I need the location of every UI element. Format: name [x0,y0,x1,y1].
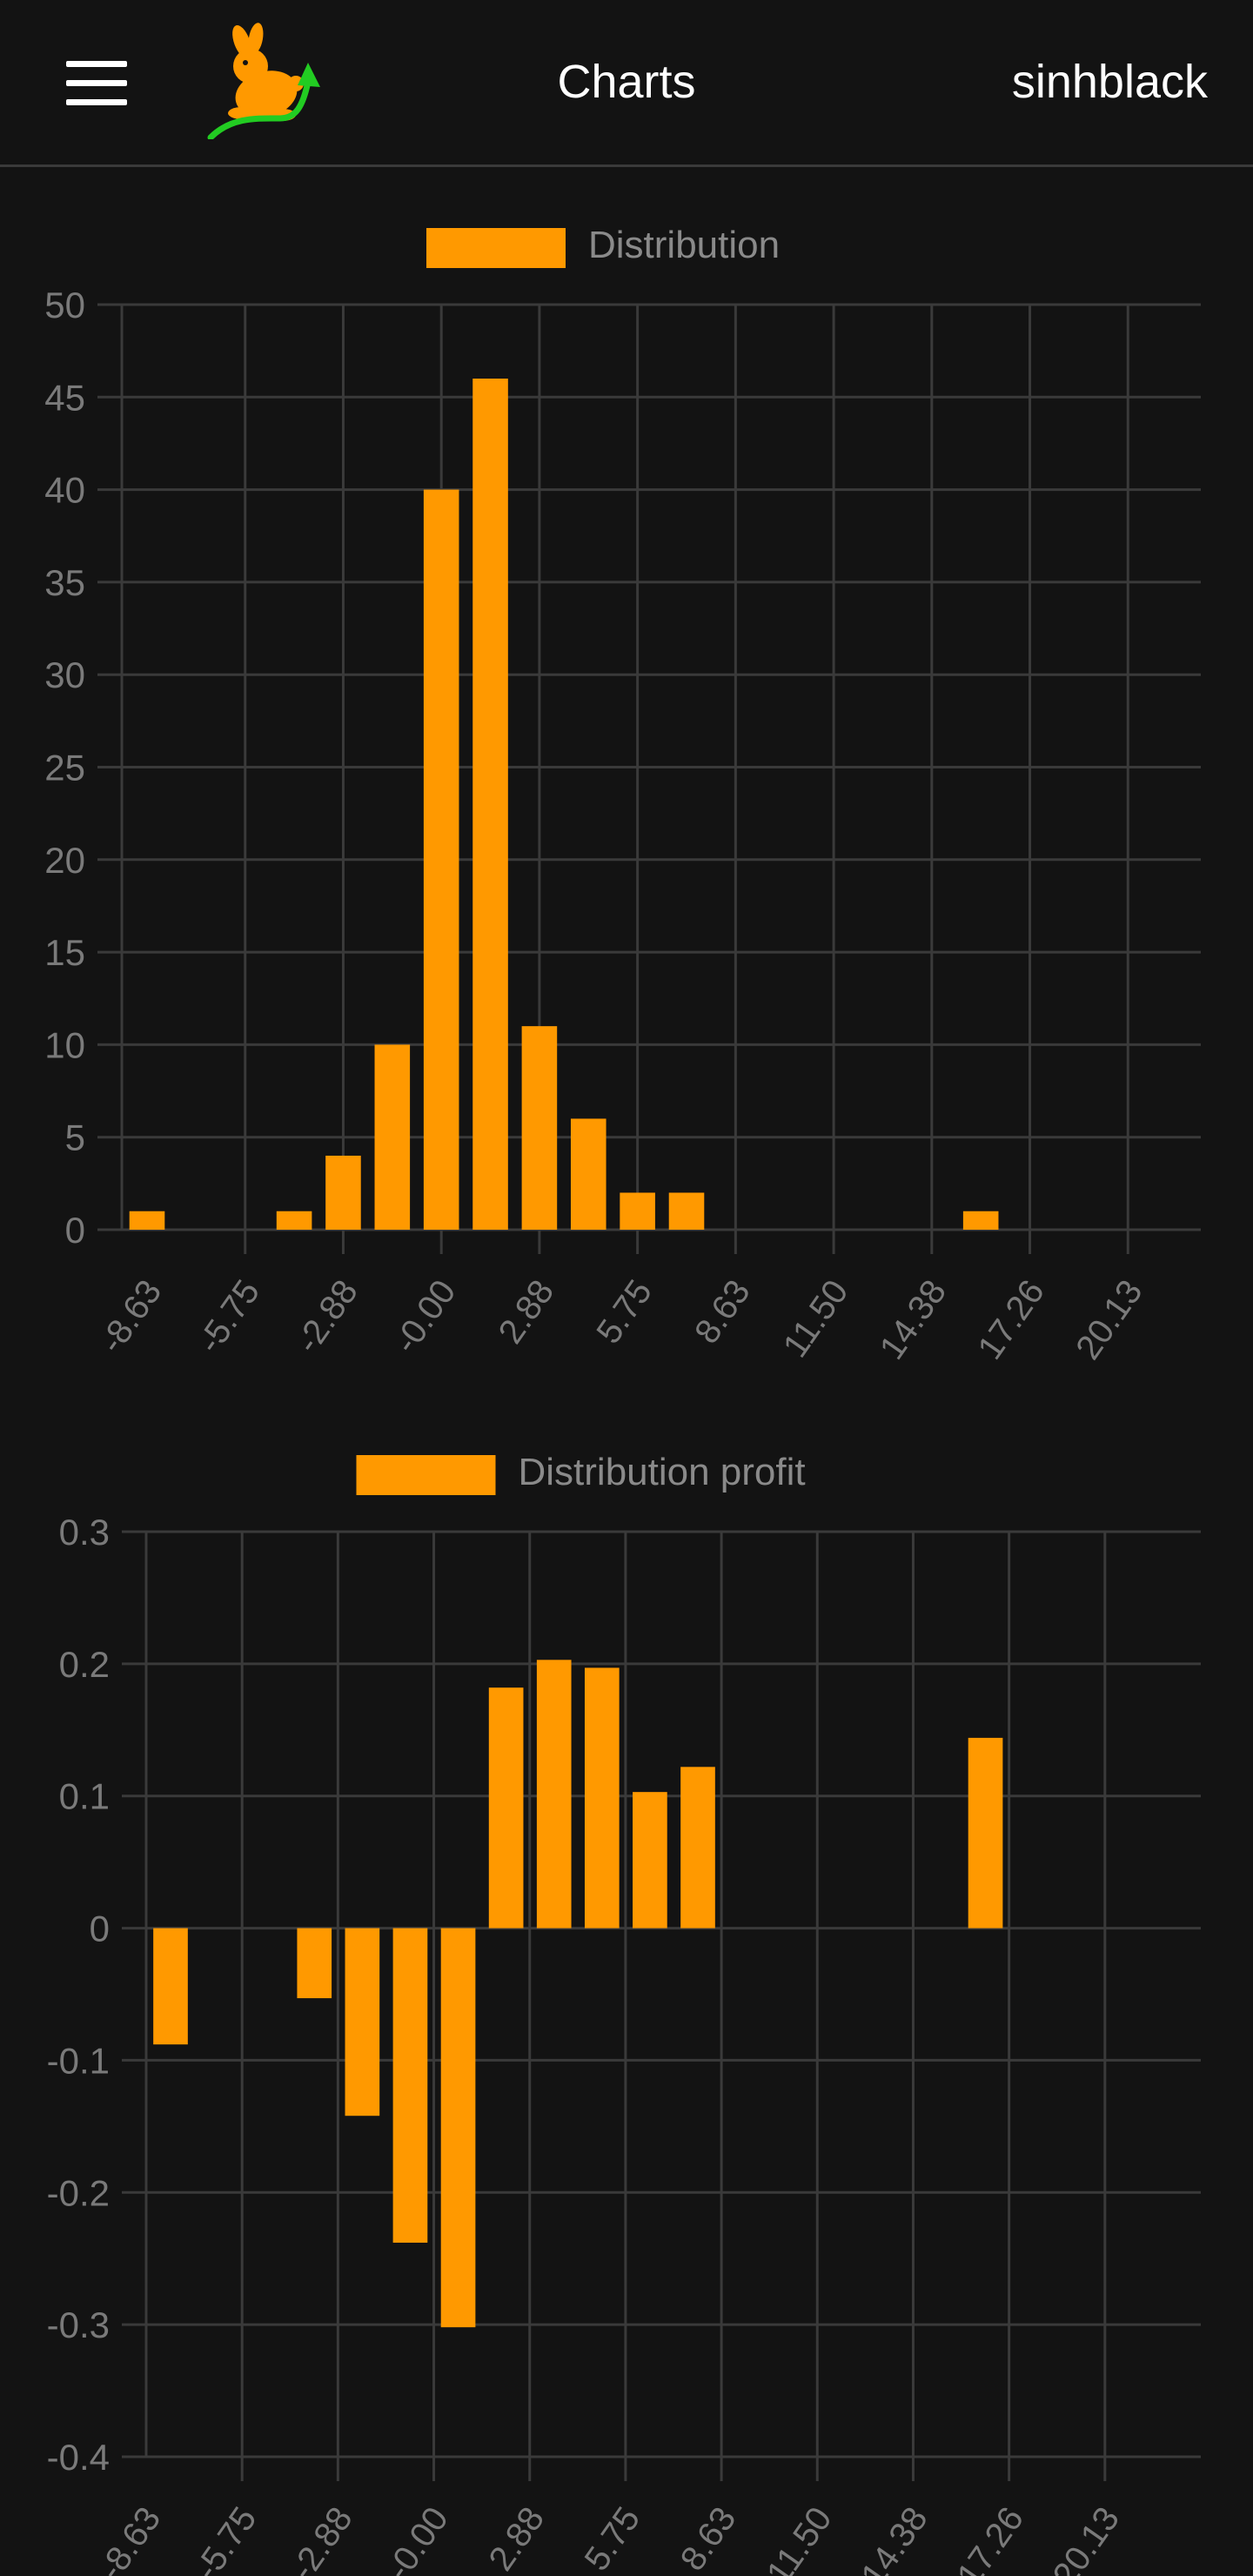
legend-swatch [426,228,566,268]
x-tick-label: 8.63 [673,2500,744,2576]
username-link[interactable]: sinhblack [1011,56,1208,108]
top-app-bar: Charts sinhblack [0,0,1253,167]
x-tick-label: 17.26 [950,2500,1031,2576]
x-tick-label: 14.38 [854,2500,935,2576]
bar[interactable] [276,1211,312,1230]
legend-label: Distribution [588,224,780,266]
page-title: Charts [557,56,696,108]
y-tick-label: 0 [65,1210,85,1251]
y-tick-label: 25 [44,748,85,788]
y-tick-label: 20 [44,840,85,881]
bar[interactable] [968,1737,1003,1929]
x-tick-label: -8.63 [91,2500,168,2576]
distribution-chart-svg: Distribution 0 5 10 15 20 25 30 35 40 45 50 -8.63 -5.… [44,224,1201,1366]
y-tick-label: 0.2 [59,1644,110,1685]
bar[interactable] [668,1192,705,1230]
x-tick-label: 20.13 [1069,1273,1149,1366]
y-tick-label: -0.3 [47,2304,110,2345]
y-tick-label: 30 [44,654,85,695]
y-tick-label: 0.3 [59,1512,110,1553]
bar[interactable] [345,1928,380,2116]
y-tick-label: -0.4 [47,2437,110,2478]
x-tick-label: 8.63 [687,1273,758,1351]
hamburger-menu-icon[interactable] [54,50,137,117]
x-tick-label: 20.13 [1046,2500,1127,2576]
x-tick-label: 11.50 [776,1273,856,1365]
bar[interactable] [374,1044,411,1230]
bar[interactable] [570,1118,606,1230]
y-tick-label: 40 [44,470,85,511]
bar[interactable] [423,489,459,1230]
x-tick-label: 17.26 [970,1273,1051,1366]
y-tick-label: -0.1 [47,2040,110,2081]
x-tick-label: -2.88 [283,2500,359,2576]
y-tick-label: 10 [44,1024,85,1065]
x-tick-label: -5.75 [191,1273,267,1360]
y-tick-label: 0.1 [59,1776,110,1817]
bar[interactable] [153,1928,188,2045]
y-tick-label: 15 [44,932,85,973]
bar[interactable] [521,1026,558,1230]
bar[interactable] [440,1928,476,2328]
distribution-profit-chart-svg: Distribution profit -0.4 -0.3 -0.2 -0.1 0 0.1 0… [47,1451,1201,2576]
bar[interactable] [325,1155,361,1230]
x-tick-label: 5.75 [578,2500,648,2576]
bar[interactable] [584,1667,620,1929]
legend[interactable]: Distribution profit [356,1451,806,1495]
y-tick-label: -0.2 [47,2172,110,2213]
bar[interactable] [680,1767,715,1929]
distribution-profit-chart: Distribution profit -0.4 -0.3 -0.2 -0.1 0 0.1 0… [0,1427,1253,2576]
x-tick-label: -2.88 [288,1273,365,1360]
bar[interactable] [297,1928,332,1999]
rabbit-arrow-logo[interactable] [205,23,324,141]
y-tick-label: 5 [65,1117,85,1158]
y-tick-label: 50 [44,285,85,325]
x-tick-label: 2.88 [481,2500,552,2576]
bar[interactable] [488,1687,524,1929]
bar[interactable] [633,1792,667,1929]
x-tick-label: 5.75 [589,1273,660,1351]
bar[interactable] [472,379,508,1230]
y-tick-label: 0 [90,1909,110,1949]
bar[interactable] [962,1211,999,1230]
x-tick-label: 2.88 [492,1273,562,1351]
bar[interactable] [392,1928,428,2243]
x-tick-label: -0.00 [379,2500,456,2576]
bar[interactable] [620,1192,655,1230]
distribution-chart: Distribution 0 5 10 15 20 25 30 35 40 45 50 -8.63 -5.… [0,200,1253,1401]
x-tick-label: 11.50 [760,2500,840,2576]
y-tick-label: 35 [44,562,85,603]
legend-label: Distribution profit [519,1451,806,1493]
y-tick-label: 45 [44,377,85,418]
x-tick-label: -0.00 [386,1273,463,1360]
bar[interactable] [129,1211,165,1230]
x-tick-label: -8.63 [92,1273,169,1360]
bar[interactable] [536,1660,572,1929]
x-tick-label: -5.75 [187,2500,264,2576]
legend-swatch [356,1455,496,1495]
legend[interactable]: Distribution [426,224,780,268]
x-tick-label: 14.38 [873,1273,954,1366]
